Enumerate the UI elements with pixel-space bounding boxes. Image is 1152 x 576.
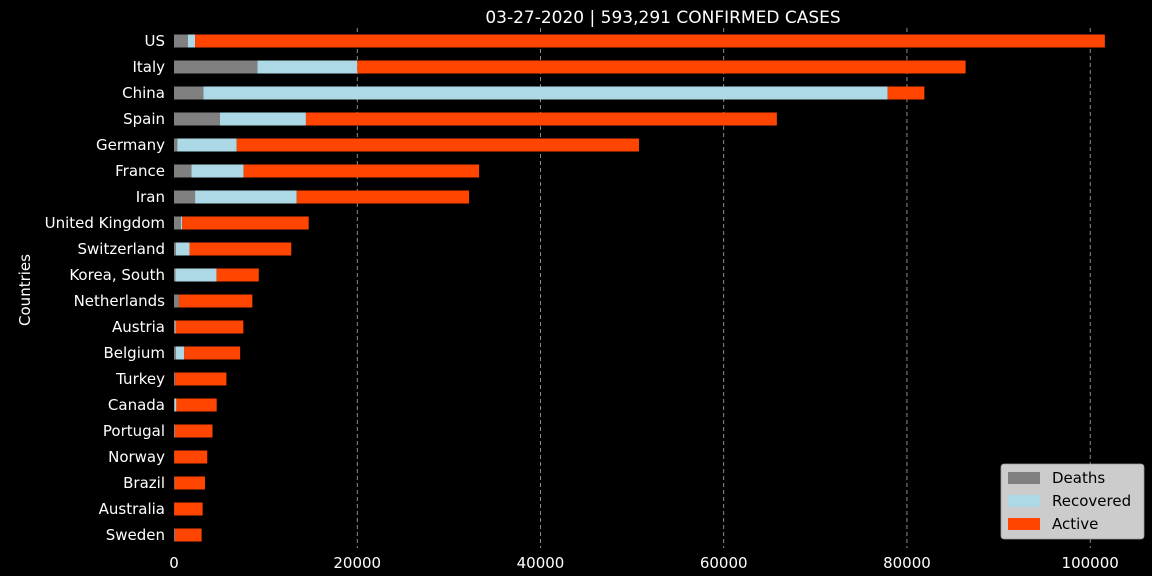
bar-deaths-switzerland: [174, 242, 176, 256]
y-tick-label: Germany: [96, 136, 165, 154]
bar-active-iran: [296, 190, 470, 204]
y-axis-label: Countries: [16, 254, 34, 326]
bar-deaths-austria: [174, 320, 175, 334]
bar-deaths-belgium: [174, 346, 177, 360]
y-tick-label: Iran: [136, 188, 165, 206]
bar-active-korea-south: [216, 268, 259, 282]
bar-deaths-iran: [174, 190, 196, 204]
bar-active-brazil: [174, 476, 205, 490]
x-tick-labels: 0 20000 40000 60000 80000 100000: [169, 554, 1119, 572]
bar-active-portugal: [174, 424, 213, 438]
x-tick-label: 20000: [333, 554, 381, 572]
bar-deaths-italy: [174, 60, 258, 74]
x-tick-label: 0: [169, 554, 179, 572]
y-tick-label: Spain: [123, 110, 165, 128]
bar-deaths-sweden: [174, 528, 175, 542]
y-tick-label: Turkey: [115, 370, 165, 388]
bar-deaths-us: [174, 34, 188, 48]
bar-recovered-france: [191, 164, 244, 178]
bar-active-austria: [175, 320, 244, 334]
x-tick-label: 100000: [1062, 554, 1119, 572]
bar-active-china: [887, 86, 925, 100]
y-tick-label: US: [144, 32, 165, 50]
y-tick-label: Austria: [112, 318, 165, 336]
bar-deaths-germany: [174, 138, 178, 152]
bar-deaths-united-kingdom: [174, 216, 181, 230]
y-tick-label: Norway: [108, 448, 165, 466]
legend-items: Deaths Recovered Active: [1008, 469, 1131, 533]
y-tick-label: United Kingdom: [45, 214, 165, 232]
bar-active-united-kingdom: [182, 216, 309, 230]
legend-label-deaths: Deaths: [1052, 469, 1105, 487]
legend-swatch-active: [1008, 518, 1040, 530]
y-tick-label: Sweden: [106, 526, 165, 544]
y-tick-label: Switzerland: [78, 240, 166, 258]
bar-recovered-belgium: [176, 346, 185, 360]
bar-active-australia: [174, 502, 203, 516]
bar-recovered-united-kingdom: [180, 216, 183, 230]
bar-deaths-spain: [174, 112, 220, 126]
bar-recovered-korea-south: [175, 268, 217, 282]
bar-recovered-germany: [177, 138, 237, 152]
legend-label-active: Active: [1052, 515, 1098, 533]
bar-deaths-canada: [174, 398, 175, 412]
y-tick-label: Brazil: [123, 474, 165, 492]
y-tick-label: Portugal: [103, 422, 165, 440]
bars: [174, 34, 1105, 542]
bar-recovered-switzerland: [175, 242, 190, 256]
bar-active-sweden: [175, 528, 202, 542]
bar-recovered-us: [187, 34, 196, 48]
bar-deaths-france: [174, 164, 192, 178]
bar-active-netherlands: [179, 294, 253, 308]
bar-deaths-brazil: [174, 476, 175, 490]
bar-active-france: [243, 164, 480, 178]
bar-recovered-austria: [174, 320, 176, 334]
bar-recovered-canada: [174, 398, 177, 412]
bar-recovered-italy: [257, 60, 358, 74]
y-tick-label: Netherlands: [74, 292, 166, 310]
x-tick-label: 40000: [517, 554, 565, 572]
y-tick-label: France: [115, 162, 165, 180]
bar-recovered-iran: [195, 190, 297, 204]
bar-active-norway: [174, 450, 208, 464]
bar-deaths-portugal: [174, 424, 175, 438]
bar-active-turkey: [175, 372, 227, 386]
bar-recovered-china: [203, 86, 888, 100]
bar-active-spain: [305, 112, 777, 126]
bar-active-belgium: [184, 346, 241, 360]
y-tick-label: Belgium: [104, 344, 166, 362]
chart-title: 03-27-2020 | 593,291 CONFIRMED CASES: [485, 8, 840, 28]
x-tick-label: 80000: [883, 554, 931, 572]
y-tick-label: China: [122, 84, 165, 102]
legend: Deaths Recovered Active: [1000, 463, 1145, 540]
bar-active-germany: [236, 138, 639, 152]
y-tick-label: Italy: [132, 58, 165, 76]
legend-swatch-recovered: [1008, 495, 1040, 507]
bar-active-us: [195, 34, 1105, 48]
legend-swatch-deaths: [1008, 472, 1040, 484]
bar-recovered-spain: [219, 112, 306, 126]
bar-deaths-korea-south: [174, 268, 176, 282]
bar-active-italy: [357, 60, 966, 74]
y-tick-label: Australia: [99, 500, 165, 518]
bar-deaths-netherlands: [174, 294, 180, 308]
bar-active-switzerland: [189, 242, 292, 256]
y-tick-label: Canada: [108, 396, 165, 414]
bar-deaths-china: [174, 86, 204, 100]
y-tick-labels: US Italy China Spain Germany France Iran United…: [45, 32, 166, 544]
bar-active-canada: [176, 398, 217, 412]
bar-deaths-turkey: [174, 372, 175, 386]
y-tick-label: Korea, South: [69, 266, 165, 284]
x-tick-label: 60000: [700, 554, 748, 572]
legend-label-recovered: Recovered: [1052, 492, 1131, 510]
